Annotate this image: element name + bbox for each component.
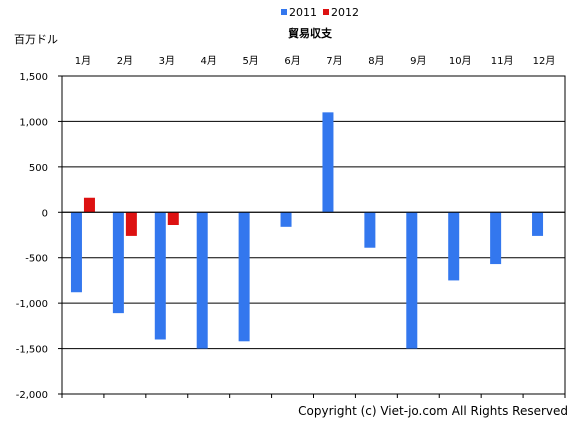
category-label: 4月 — [201, 55, 217, 67]
category-label: 11月 — [491, 55, 514, 67]
bar-2011 — [322, 112, 334, 213]
plot-area — [61, 75, 566, 395]
bar-2012 — [83, 197, 95, 213]
y-tick-label: 1,500 — [19, 72, 48, 83]
bar-2011 — [448, 212, 460, 281]
bar-2011 — [490, 212, 502, 265]
category-label: 9月 — [410, 55, 426, 67]
legend-swatch-2012 — [323, 9, 329, 15]
y-tick-label: -1,000 — [16, 299, 48, 310]
chart-title: 貿易収支 — [288, 26, 333, 40]
bar-2011 — [154, 212, 166, 340]
category-label: 3月 — [159, 55, 175, 67]
category-label: 12月 — [533, 55, 556, 67]
bars — [62, 112, 565, 349]
category-label: 6月 — [284, 55, 300, 67]
category-label: 10月 — [449, 55, 472, 67]
bar-2011 — [196, 212, 208, 349]
y-tick-label: 1,000 — [19, 117, 48, 128]
category-label: 7月 — [326, 55, 342, 67]
legend-label-2012: 2012 — [331, 6, 359, 19]
category-labels: 1月 2月 3月 4月 5月 6月 7月 8月 9月 10月 11月 12月 — [75, 55, 556, 67]
y-axis-ticks: 1,500 1,000 500 0 -500 -1,000 -1,500 -2,000 — [16, 72, 566, 401]
bar-2011 — [280, 212, 292, 227]
y-axis-unit-label: 百万ドル — [14, 33, 58, 46]
copyright-text: Copyright (c) Viet-jo.com All Rights Res… — [298, 404, 568, 418]
y-tick-label: -1,500 — [16, 345, 48, 356]
legend-swatch-2011 — [281, 9, 287, 15]
y-tick-label: -500 — [25, 254, 48, 265]
bar-2011 — [112, 212, 124, 314]
legend-label-2011: 2011 — [289, 6, 317, 19]
bar-2012 — [125, 212, 137, 236]
category-label: 2月 — [117, 55, 133, 67]
y-tick-label: 500 — [29, 163, 48, 174]
y-tick-label: 0 — [42, 208, 48, 219]
category-label: 1月 — [75, 55, 91, 67]
bar-2012 — [167, 212, 179, 226]
category-label: 8月 — [368, 55, 384, 67]
bar-2011 — [70, 212, 82, 293]
y-tick-label: -2,000 — [16, 390, 48, 401]
bar-2011 — [364, 212, 376, 248]
category-label: 5月 — [242, 55, 258, 67]
bar-2011 — [406, 212, 418, 349]
legend: 2011 2012 — [281, 6, 359, 19]
bar-2011 — [532, 212, 544, 236]
bar-2011 — [238, 212, 250, 342]
